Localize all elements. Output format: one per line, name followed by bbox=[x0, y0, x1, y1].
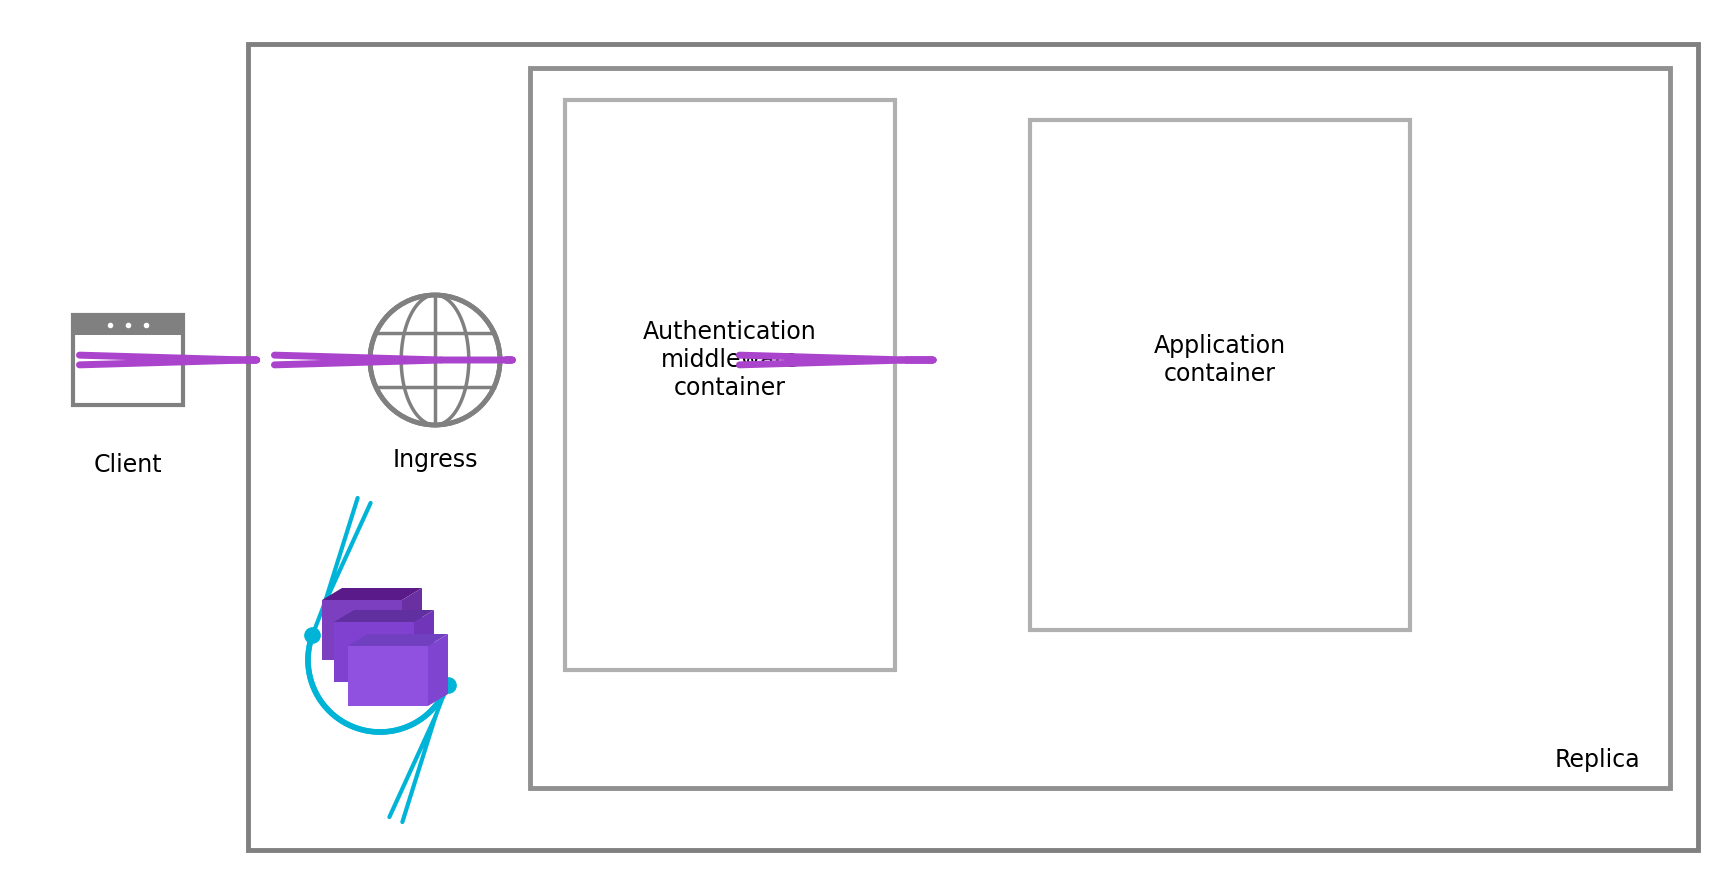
FancyBboxPatch shape bbox=[73, 315, 184, 405]
Polygon shape bbox=[414, 610, 435, 682]
Polygon shape bbox=[334, 610, 435, 622]
Polygon shape bbox=[428, 634, 449, 706]
FancyBboxPatch shape bbox=[322, 600, 402, 660]
Text: Authentication
middleware
container: Authentication middleware container bbox=[643, 320, 818, 400]
Text: Ingress: Ingress bbox=[391, 448, 478, 472]
Circle shape bbox=[371, 295, 501, 425]
Text: Replica: Replica bbox=[1554, 748, 1640, 772]
Text: Client: Client bbox=[94, 453, 163, 477]
FancyBboxPatch shape bbox=[348, 646, 428, 706]
FancyBboxPatch shape bbox=[530, 68, 1670, 788]
FancyBboxPatch shape bbox=[334, 622, 414, 682]
FancyBboxPatch shape bbox=[73, 315, 184, 334]
FancyBboxPatch shape bbox=[248, 44, 1697, 850]
FancyBboxPatch shape bbox=[1031, 120, 1410, 630]
Polygon shape bbox=[322, 588, 423, 600]
Polygon shape bbox=[402, 588, 423, 660]
FancyBboxPatch shape bbox=[565, 100, 895, 670]
Polygon shape bbox=[348, 634, 449, 646]
Text: Application
container: Application container bbox=[1154, 334, 1287, 386]
